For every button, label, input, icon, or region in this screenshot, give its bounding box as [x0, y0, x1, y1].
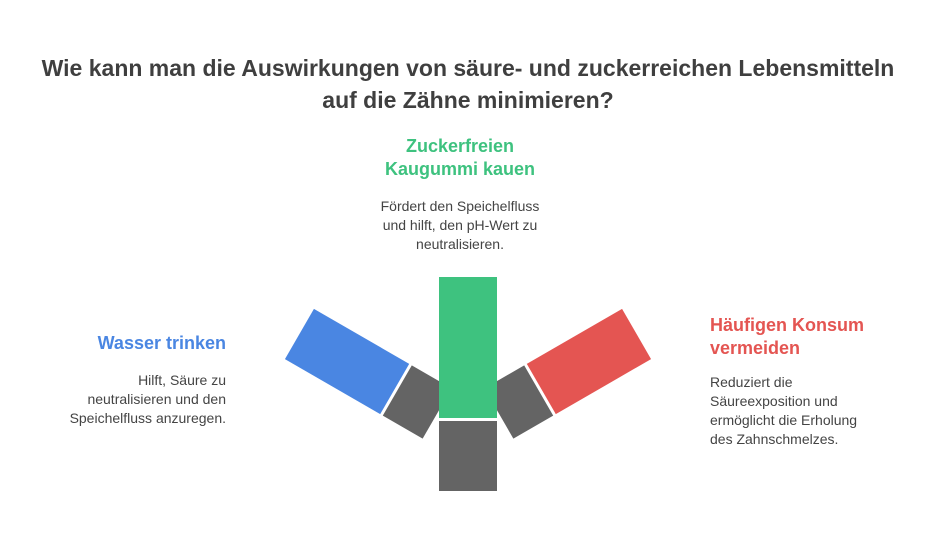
right-heading-line-2: vermeiden: [710, 338, 801, 358]
diagram-title: Wie kann man die Auswirkungen von säure-…: [0, 52, 936, 116]
left-desc-line-1: Hilft, Säure zu: [138, 372, 226, 388]
left-bar: [284, 308, 410, 415]
center-heading: Zuckerfreien Kaugummi kauen: [340, 135, 580, 181]
center-base: [437, 419, 499, 493]
right-bar: [526, 308, 652, 415]
right-desc-line-4: des Zahnschmelzes.: [710, 431, 839, 447]
title-line-2: auf die Zähne minimieren?: [322, 87, 614, 113]
left-heading: Wasser trinken: [40, 332, 226, 355]
right-heading-line-1: Häufigen Konsum: [710, 315, 865, 335]
right-arm: [481, 308, 652, 442]
right-heading: Häufigen Konsum vermeiden: [710, 314, 910, 360]
left-heading-line-1: Wasser trinken: [97, 333, 226, 353]
right-desc-line-3: ermöglicht die Erholung: [710, 412, 858, 428]
title-line-1: Wie kann man die Auswirkungen von säure-…: [41, 55, 895, 81]
center-desc-line-3: neutralisieren.: [416, 236, 504, 252]
left-desc-line-3: Speichelfluss anzuregen.: [69, 410, 226, 426]
center-heading-line-2: Kaugummi kauen: [384, 159, 536, 179]
left-description: Hilft, Säure zu neutralisieren und den S…: [26, 371, 226, 428]
right-desc-line-1: Reduziert die: [710, 374, 793, 390]
center-desc-line-2: und hilft, den pH-Wert zu: [382, 217, 538, 233]
center-description: Fördert den Speichelfluss und hilft, den…: [340, 197, 580, 254]
left-desc-line-2: neutralisieren und den: [87, 391, 226, 407]
left-base: [380, 362, 455, 442]
center-bar: [439, 277, 497, 418]
center-heading-line-1: Zuckerfreien: [405, 136, 515, 156]
center-desc-line-1: Fördert den Speichelfluss: [380, 198, 540, 214]
right-base: [481, 362, 556, 442]
right-description: Reduziert die Säureexposition und ermögl…: [710, 373, 910, 449]
right-desc-line-2: Säureexposition und: [710, 393, 838, 409]
center-arm: [437, 277, 499, 493]
left-arm: [284, 308, 455, 442]
